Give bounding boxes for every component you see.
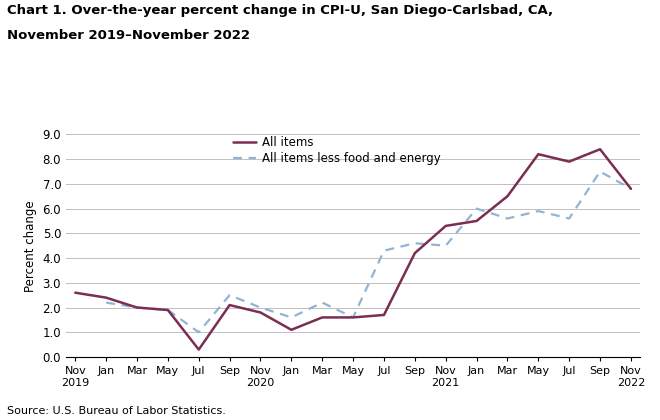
All items [442,223,449,228]
All items [627,186,635,192]
All items [257,310,265,315]
All items [71,290,79,295]
All items less food and energy [627,186,635,192]
All items less food and energy [257,305,265,310]
All items [535,152,543,157]
All items less food and energy [102,300,110,305]
All items [226,302,234,307]
All items less food and energy [349,315,357,320]
All items less food and energy [164,307,172,312]
All items [102,295,110,300]
All items less food and energy [565,216,573,221]
Text: Chart 1. Over-the-year percent change in CPI-U, San Diego-Carlsbad, CA,: Chart 1. Over-the-year percent change in… [7,4,552,17]
All items less food and energy [442,243,449,248]
All items [411,251,419,256]
All items [473,218,480,223]
All items [349,315,357,320]
Y-axis label: Percent change: Percent change [24,200,37,291]
All items [504,194,512,199]
All items [133,305,141,310]
All items less food and energy [535,209,543,214]
All items less food and energy [195,330,203,335]
Text: November 2019–November 2022: November 2019–November 2022 [7,29,249,42]
All items less food and energy [133,305,141,310]
Line: All items less food and energy: All items less food and energy [106,171,631,332]
All items less food and energy [287,315,295,320]
All items [318,315,326,320]
All items [164,307,172,312]
All items less food and energy [411,241,419,246]
All items [380,312,388,318]
Text: Source: U.S. Bureau of Labor Statistics.: Source: U.S. Bureau of Labor Statistics. [7,406,226,416]
All items [195,347,203,352]
All items less food and energy [226,293,234,298]
All items [565,159,573,164]
All items less food and energy [504,216,512,221]
All items [596,147,604,152]
Line: All items: All items [75,149,631,349]
All items less food and energy [596,169,604,174]
Legend: All items, All items less food and energy: All items, All items less food and energ… [233,136,441,165]
All items less food and energy [318,300,326,305]
All items less food and energy [380,248,388,253]
All items [287,327,295,332]
All items less food and energy [473,206,480,211]
